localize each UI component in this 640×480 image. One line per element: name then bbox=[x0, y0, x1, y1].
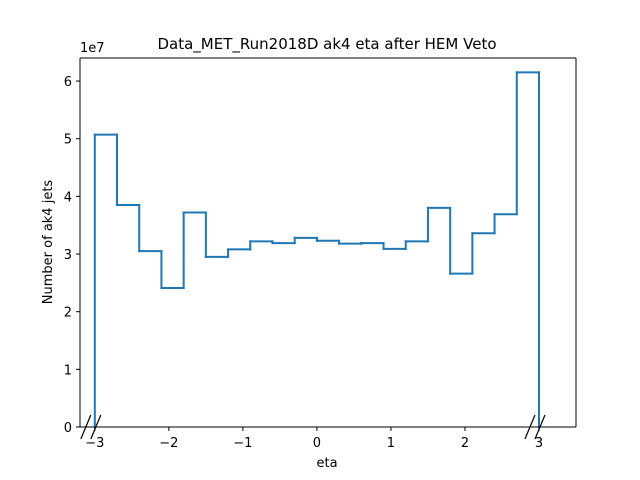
y-tick-label-2: 2 bbox=[64, 306, 72, 321]
y-offset-label: 1e7 bbox=[80, 41, 105, 56]
axis-break-mark-0-b bbox=[90, 414, 102, 440]
y-axis-label: Number of ak4 jets bbox=[41, 180, 56, 305]
y-tick-label-0: 0 bbox=[64, 421, 72, 436]
x-tick-label-5: 2 bbox=[461, 436, 469, 451]
y-tick-label-5: 5 bbox=[64, 133, 72, 148]
y-tick-label-1: 1 bbox=[64, 363, 72, 378]
x-tick-label-0: −3 bbox=[85, 436, 104, 451]
axis-break-mark-0-a bbox=[80, 414, 92, 440]
y-tick-label-3: 3 bbox=[64, 248, 72, 263]
chart-title: Data_MET_Run2018D ak4 eta after HEM Veto bbox=[157, 35, 496, 54]
x-tick-label-3: 0 bbox=[313, 436, 321, 451]
axis-break-mark-1-b bbox=[534, 414, 546, 440]
x-tick-label-6: 3 bbox=[535, 436, 543, 451]
y-tick-label-6: 6 bbox=[64, 75, 72, 90]
plot-area: −3 −2 −1 0 1 2 3 0 1 2 3 4 5 6 bbox=[64, 57, 577, 451]
x-tick-label-1: −2 bbox=[159, 436, 178, 451]
y-tick-label-4: 4 bbox=[64, 190, 72, 205]
x-tick-label-4: 1 bbox=[387, 436, 395, 451]
x-axis-label: eta bbox=[316, 456, 337, 471]
axis-break-mark-1-a bbox=[524, 414, 536, 440]
x-tick-label-2: −1 bbox=[233, 436, 252, 451]
